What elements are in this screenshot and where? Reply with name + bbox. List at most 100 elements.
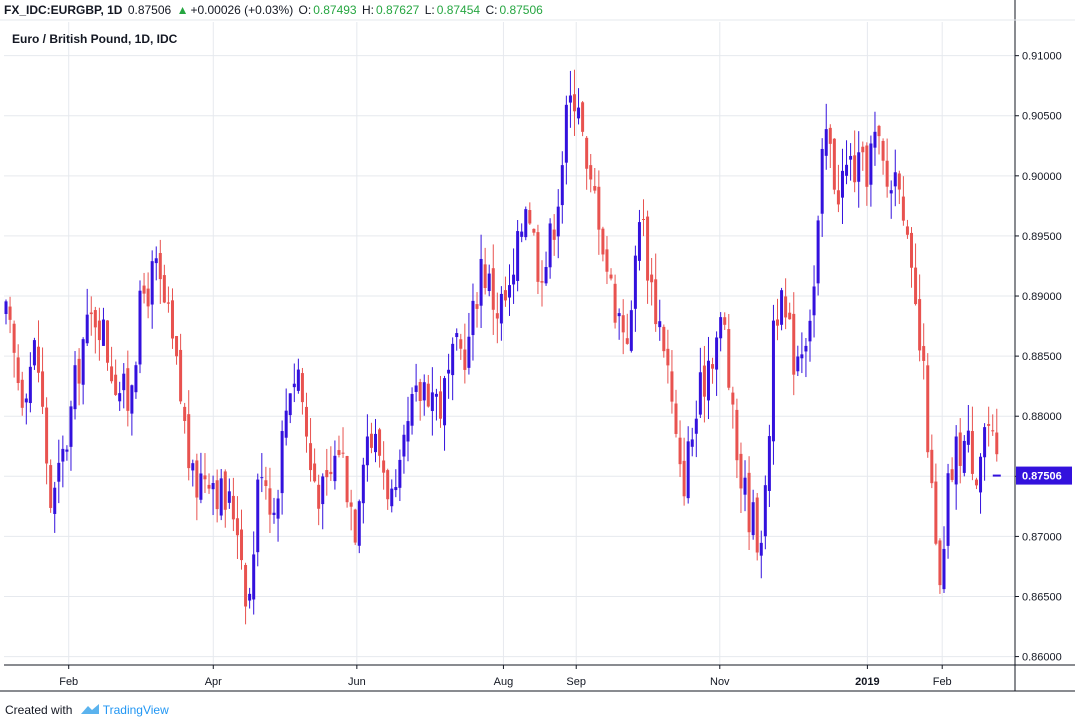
candle-body-down[interactable] (581, 102, 585, 132)
candle-body-up[interactable] (292, 383, 296, 388)
candle-body-down[interactable] (739, 453, 743, 489)
candle-body-down[interactable] (93, 310, 97, 328)
candle-body-up[interactable] (357, 501, 361, 546)
candle-body-down[interactable] (12, 323, 16, 353)
candle-body-up[interactable] (361, 464, 365, 504)
candle-body-up[interactable] (4, 301, 8, 315)
candle-body-down[interactable] (203, 475, 207, 480)
candle-body-up[interactable] (134, 365, 138, 393)
candle-body-down[interactable] (995, 432, 999, 455)
candle-body-up[interactable] (53, 487, 57, 514)
candle-body-up[interactable] (804, 345, 808, 352)
candle-body-up[interactable] (516, 231, 520, 281)
candle-body-up[interactable] (658, 321, 662, 328)
candle-body-up[interactable] (857, 152, 861, 182)
candle-body-down[interactable] (231, 495, 235, 520)
candle-body-down[interactable] (747, 472, 751, 533)
candle-body-down[interactable] (268, 488, 272, 515)
candle-body-down[interactable] (162, 275, 166, 303)
candle-body-down[interactable] (235, 518, 239, 536)
candle-body-down[interactable] (702, 365, 706, 397)
candle-body-up[interactable] (219, 478, 223, 516)
candle-body-up[interactable] (65, 449, 69, 452)
candle-body-down[interactable] (215, 480, 219, 510)
candle-body-down[interactable] (776, 319, 780, 326)
candle-body-down[interactable] (930, 449, 934, 484)
candle-body-up[interactable] (556, 206, 560, 237)
candle-body-down[interactable] (114, 374, 118, 395)
candle-body-down[interactable] (593, 186, 597, 191)
candle-body-down[interactable] (646, 216, 650, 281)
candle-body-down[interactable] (885, 160, 889, 187)
candle-body-down[interactable] (438, 391, 442, 419)
candle-body-down[interactable] (97, 320, 101, 341)
candle-body-up[interactable] (686, 441, 690, 499)
candle-body-up[interactable] (824, 129, 828, 156)
candle-body-down[interactable] (77, 358, 81, 384)
candle-body-down[interactable] (382, 460, 386, 473)
candle-body-up[interactable] (443, 378, 447, 426)
candle-body-up[interactable] (390, 488, 394, 507)
candle-body-down[interactable] (16, 357, 20, 384)
candle-body-up[interactable] (118, 393, 122, 402)
candle-body-up[interactable] (845, 164, 849, 176)
candle-body-down[interactable] (727, 329, 731, 388)
candle-body-up[interactable] (800, 354, 804, 359)
candle-body-down[interactable] (329, 471, 333, 475)
candle-body-down[interactable] (670, 371, 674, 402)
candle-body-down[interactable] (836, 190, 840, 205)
candle-body-up[interactable] (743, 477, 747, 495)
candle-body-up[interactable] (512, 274, 516, 285)
candle-body-down[interactable] (317, 484, 321, 509)
candle-body-up[interactable] (284, 410, 288, 438)
candle-body-down[interactable] (662, 326, 666, 352)
candle-body-down[interactable] (183, 406, 187, 421)
candle-body-up[interactable] (227, 491, 231, 503)
candle-body-down[interactable] (369, 433, 373, 448)
candle-body-down[interactable] (20, 379, 24, 408)
candle-body-down[interactable] (678, 437, 682, 465)
candle-body-down[interactable] (187, 414, 191, 469)
candle-body-down[interactable] (41, 371, 45, 407)
candle-body-down[interactable] (309, 443, 313, 471)
candle-body-up[interactable] (406, 421, 410, 442)
candle-body-up[interactable] (808, 320, 812, 342)
candle-body-up[interactable] (260, 477, 264, 479)
candle-body-up[interactable] (979, 456, 983, 493)
candle-body-down[interactable] (536, 232, 540, 282)
candle-body-down[interactable] (642, 219, 646, 221)
candle-body-down[interactable] (110, 366, 114, 382)
candle-body-down[interactable] (934, 481, 938, 544)
candle-body-down[interactable] (950, 469, 954, 480)
candle-body-down[interactable] (877, 125, 881, 137)
candle-body-down[interactable] (426, 383, 430, 407)
candle-body-up[interactable] (69, 406, 73, 447)
candle-body-up[interactable] (365, 436, 369, 466)
candle-body-down[interactable] (166, 302, 170, 304)
candle-body-up[interactable] (577, 107, 581, 119)
candle-body-down[interactable] (605, 249, 609, 272)
candle-body-down[interactable] (938, 540, 942, 586)
candle-body-down[interactable] (126, 368, 130, 411)
candle-body-down[interactable] (264, 480, 268, 487)
candle-body-down[interactable] (463, 349, 467, 370)
candle-body-up[interactable] (796, 356, 800, 372)
candle-body-up[interactable] (966, 430, 970, 445)
candle-body-down[interactable] (418, 382, 422, 401)
candle-body-up[interactable] (394, 487, 398, 491)
candle-body-down[interactable] (483, 264, 487, 289)
candle-body-up[interactable] (508, 285, 512, 298)
candle-body-down[interactable] (650, 274, 654, 283)
candle-body-down[interactable] (914, 267, 918, 305)
candle-body-up[interactable] (471, 300, 475, 336)
candle-body-down[interactable] (853, 155, 857, 183)
candle-body-up[interactable] (524, 209, 528, 238)
candle-body-down[interactable] (674, 403, 678, 434)
candle-body-down[interactable] (654, 279, 658, 325)
candle-body-down[interactable] (792, 313, 796, 375)
candle-body-down[interactable] (106, 320, 110, 363)
price-chart[interactable]: 0.860000.865000.870000.875000.880000.885… (0, 0, 1075, 700)
candle-body-down[interactable] (179, 349, 183, 402)
candle-body-up[interactable] (138, 290, 142, 365)
candle-body-up[interactable] (61, 448, 65, 462)
